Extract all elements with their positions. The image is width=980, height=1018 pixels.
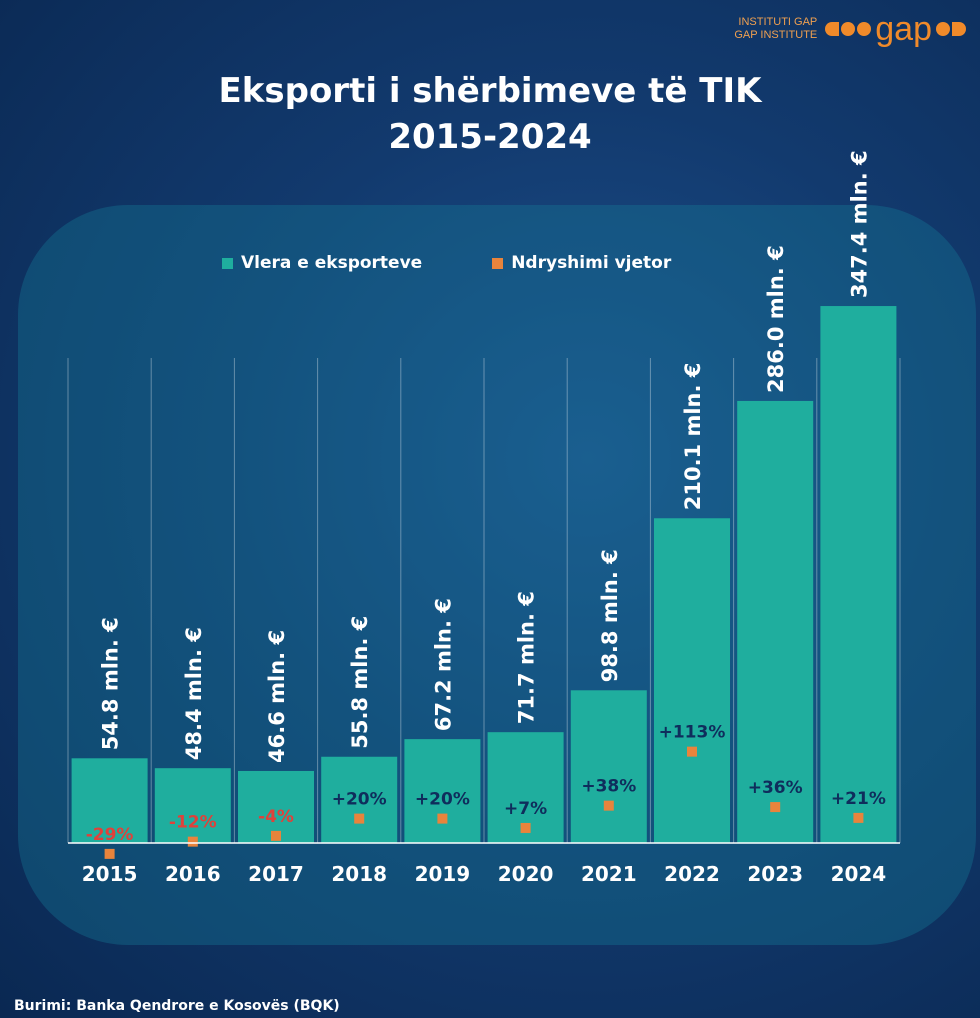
x-tick-label: 2021 <box>581 862 637 886</box>
change-marker <box>187 836 198 847</box>
bar <box>570 690 647 843</box>
bar <box>404 739 481 843</box>
gap-logo: INSTITUTI GAP GAP INSTITUTE gap <box>734 10 966 48</box>
bar-value-label: 71.7 mln. € <box>515 591 539 724</box>
change-marker <box>687 746 697 757</box>
chart-title-block: Eksporti i shërbimeve të TIK 2015-2024 <box>0 68 980 160</box>
legend-label-exports: Vlera e eksporteve <box>241 253 423 273</box>
legend: Vlera e eksporteve Ndryshimi vjetor <box>222 253 671 273</box>
bar-value-label: 54.8 mln. € <box>99 617 123 750</box>
x-tick-label: 2024 <box>831 862 887 886</box>
bar-value-label: 55.8 mln. € <box>348 616 372 749</box>
bar <box>654 518 730 843</box>
x-tick-label: 2017 <box>248 862 304 886</box>
x-tick-label: 2023 <box>747 862 803 886</box>
change-label: +20% <box>415 790 470 810</box>
change-marker <box>853 812 864 823</box>
x-tick-label: 2018 <box>331 862 387 886</box>
logo-line-2: GAP INSTITUTE <box>734 29 818 41</box>
bar <box>321 756 398 843</box>
logo-line-1: INSTITUTI GAP <box>738 16 818 28</box>
source-note: Burimi: Banka Qendrore e Kosovës (BQK) <box>14 998 340 1014</box>
legend-swatch-exports <box>222 257 233 269</box>
change-label: +7% <box>504 799 547 819</box>
bar-value-label: 210.1 mln. € <box>681 363 705 511</box>
legend-label-change: Ndryshimi vjetor <box>511 253 672 273</box>
change-label: -4% <box>258 807 294 827</box>
x-tick-label: 2022 <box>664 862 720 886</box>
change-marker <box>354 813 365 824</box>
logo-text: INSTITUTI GAP GAP INSTITUTE <box>734 16 817 42</box>
change-label: +21% <box>831 789 886 809</box>
legend-item-exports: Vlera e eksporteve <box>222 253 422 273</box>
logo-mark-icon: gap <box>825 10 966 48</box>
change-marker <box>271 830 281 841</box>
chart-title: Eksporti i shërbimeve të TIK <box>218 71 762 111</box>
change-label: +36% <box>748 778 803 798</box>
x-tick-label: 2015 <box>82 862 138 886</box>
logo-word: gap <box>875 10 932 48</box>
change-label: +20% <box>332 790 387 810</box>
bar <box>820 306 897 844</box>
bar <box>71 758 148 843</box>
change-label: -12% <box>169 813 217 833</box>
bar-value-label: 286.0 mln. € <box>764 245 788 393</box>
change-marker <box>770 802 781 813</box>
change-label: +113% <box>659 723 726 743</box>
chart-subtitle: 2015-2024 <box>388 117 592 157</box>
bar-value-label: 67.2 mln. € <box>431 598 455 731</box>
legend-item-change: Ndryshimi vjetor <box>492 253 671 273</box>
change-marker <box>520 822 531 833</box>
bar-value-label: 98.8 mln. € <box>598 549 622 682</box>
change-marker <box>104 848 115 859</box>
bar-value-label: 48.4 mln. € <box>182 627 206 760</box>
bar <box>737 400 814 843</box>
x-tick-label: 2016 <box>165 862 221 886</box>
change-marker <box>603 800 614 811</box>
bar-value-label: 46.6 mln. € <box>265 630 289 763</box>
bar-value-label: 347.4 mln. € <box>847 150 871 298</box>
x-tick-label: 2019 <box>415 862 471 886</box>
change-label: +38% <box>581 777 636 797</box>
change-marker <box>437 813 448 824</box>
change-label: -29% <box>86 825 134 845</box>
bar <box>154 768 231 843</box>
legend-swatch-change <box>492 257 504 269</box>
x-tick-label: 2020 <box>498 862 554 886</box>
